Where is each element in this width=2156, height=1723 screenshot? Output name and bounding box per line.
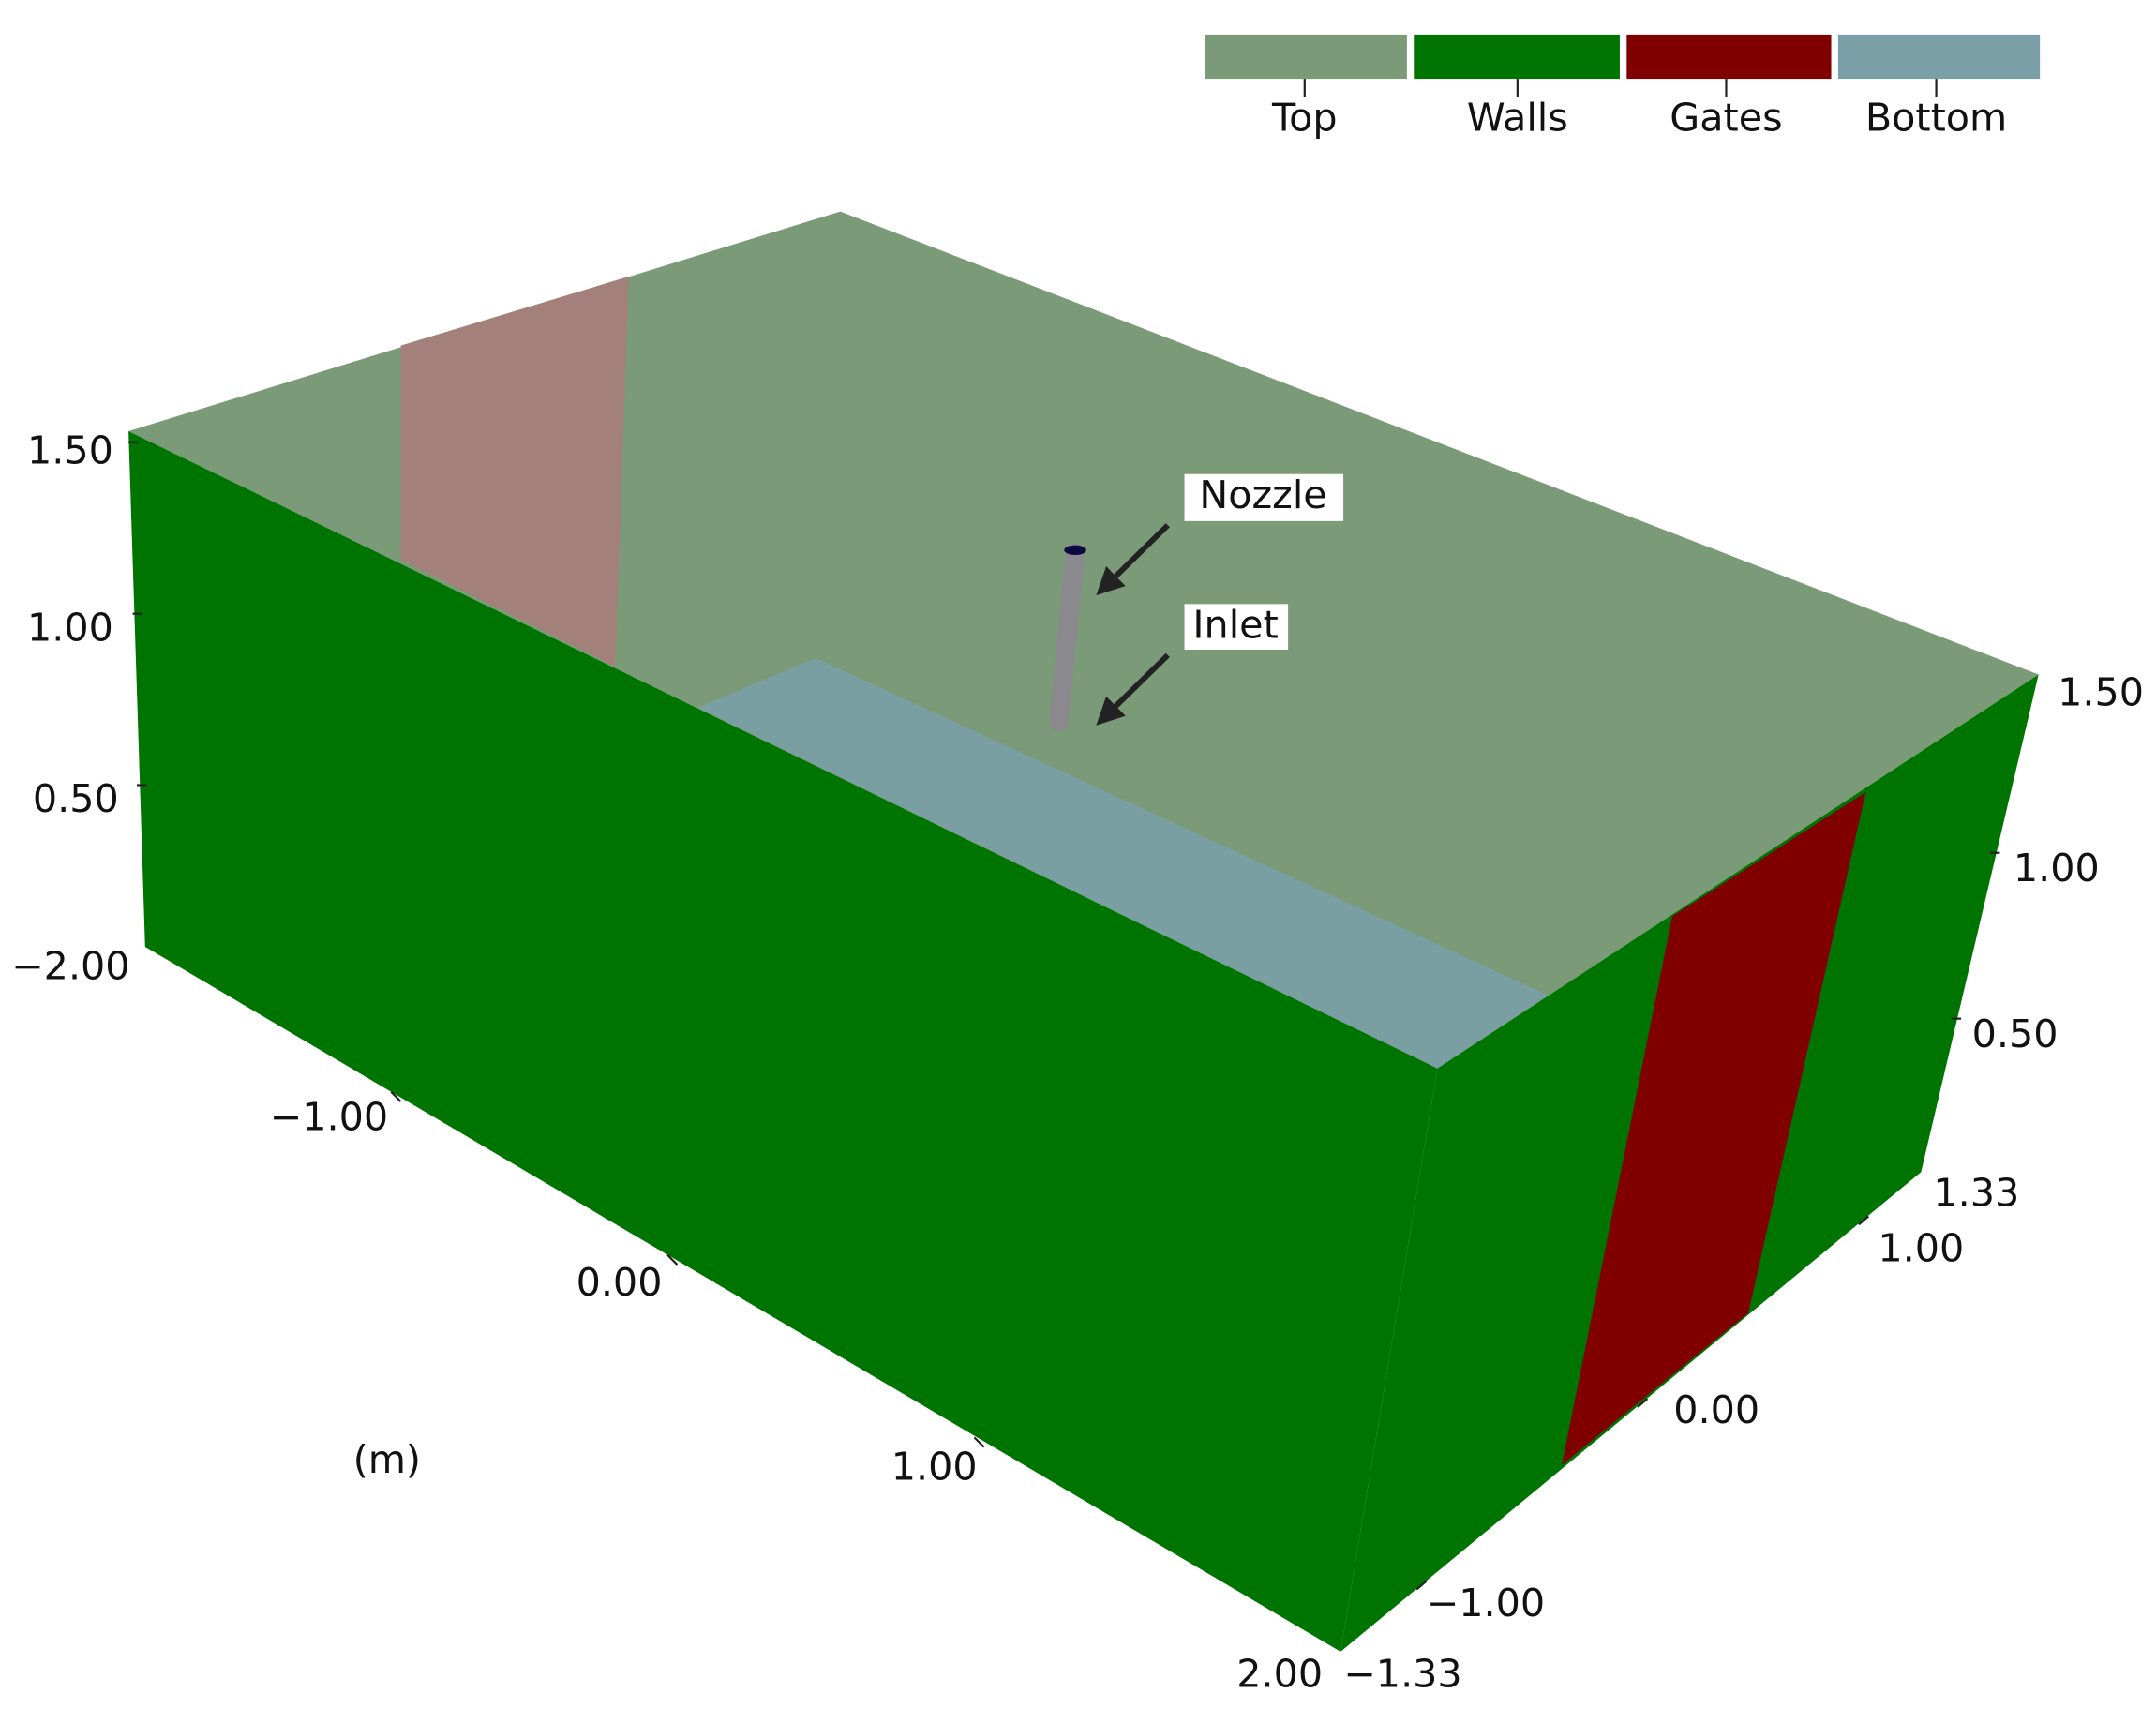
- legend-swatch: [1837, 34, 2041, 80]
- inlet: [1064, 545, 1086, 555]
- legend-label: Gates: [1669, 95, 1782, 140]
- tick-mark: [1637, 1398, 1649, 1408]
- nozzle: [1049, 543, 1085, 731]
- legend-label: Walls: [1467, 95, 1568, 140]
- tick-label: 0.00: [1673, 1387, 1759, 1432]
- tick-label: 1.50: [27, 428, 113, 473]
- axes: 1.50 1.00 0.50 −2.00 −1.00 0.00 1.00 2.0…: [11, 428, 2144, 1697]
- tick-label: 2.00: [1236, 1651, 1323, 1696]
- tick-mark: [973, 1436, 985, 1448]
- gate: [1562, 791, 1866, 1465]
- tick-label: 1.33: [1933, 1170, 2019, 1215]
- tick-label: −1.00: [270, 1094, 388, 1139]
- label-box: [1184, 473, 1344, 521]
- label-box: [1184, 604, 1289, 650]
- tick-label: 1.00: [27, 605, 113, 650]
- annotations: Nozzle Inlet: [1096, 472, 1344, 726]
- front-wall: [128, 431, 1438, 1652]
- tank: [128, 211, 2039, 1652]
- legend-swatch: [1205, 34, 1407, 80]
- tick-label: −1.00: [1427, 1581, 1545, 1626]
- legend-swatch: [1414, 34, 1620, 80]
- annotation: Nozzle: [1199, 472, 1326, 517]
- tick-label: 0.50: [1972, 1011, 2059, 1056]
- bottom-face: [697, 657, 1549, 1069]
- tick-label: 1.00: [1878, 1225, 1964, 1270]
- tick-label: −2.00: [11, 944, 129, 989]
- legend-swatch: [1626, 34, 1832, 80]
- tick-mark: [666, 1253, 679, 1266]
- tick-label: 0.50: [33, 776, 119, 821]
- tick-mark: [1858, 1215, 1870, 1226]
- arrow: [1096, 523, 1170, 596]
- tick-label: −1.33: [1343, 1651, 1461, 1696]
- axis-unit: (m): [353, 1437, 421, 1482]
- arrow: [1096, 652, 1170, 726]
- tick-label: 1.50: [2058, 670, 2144, 715]
- legend-label: Bottom: [1865, 95, 2007, 140]
- tick-mark: [390, 1090, 402, 1102]
- annotation: Inlet: [1192, 602, 1278, 647]
- legend: Top Walls Gates Bottom: [1205, 34, 2041, 140]
- tick-mark: [1415, 1580, 1428, 1591]
- tick-label: 0.00: [576, 1260, 663, 1305]
- legend-label: Top: [1271, 95, 1338, 140]
- tick-label: 1.00: [891, 1444, 978, 1489]
- gate-through-top: [400, 276, 629, 667]
- tick-label: 1.00: [2014, 846, 2100, 891]
